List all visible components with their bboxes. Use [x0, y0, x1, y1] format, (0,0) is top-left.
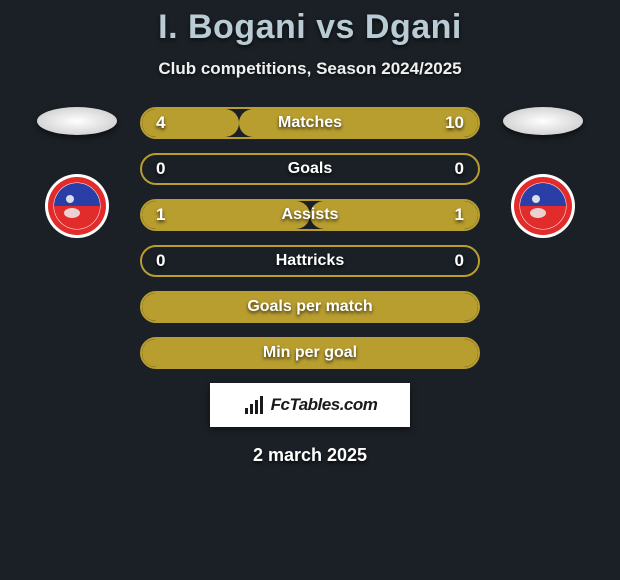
brand-label: FcTables.com: [271, 395, 378, 415]
main-row: 4Matches100Goals01Assists10Hattricks0Goa…: [0, 107, 620, 369]
stats-column: 4Matches100Goals01Assists10Hattricks0Goa…: [140, 107, 480, 369]
stat-value-right: 0: [440, 159, 464, 179]
stat-bar: 1Assists1: [140, 199, 480, 231]
team-badge-left: [44, 173, 110, 244]
stat-value-right: 0: [440, 251, 464, 271]
stat-label: Matches: [142, 114, 478, 132]
stat-value-right: 1: [440, 205, 464, 225]
team-badge-right: [510, 173, 576, 244]
stat-label: Hattricks: [142, 252, 478, 270]
card-title: I. Bogani vs Dgani: [158, 8, 462, 47]
player-photo-placeholder-right: [503, 107, 583, 135]
stat-bar: 0Goals0: [140, 153, 480, 185]
player-photo-placeholder-left: [37, 107, 117, 135]
card-date: 2 march 2025: [253, 445, 367, 466]
club-badge-icon: [44, 173, 110, 239]
right-player-col: [498, 107, 588, 244]
stat-label: Assists: [142, 206, 478, 224]
stat-bar: 4Matches10: [140, 107, 480, 139]
stat-label: Goals per match: [142, 298, 478, 316]
brand-box[interactable]: FcTables.com: [210, 383, 410, 427]
stat-bar: Goals per match: [140, 291, 480, 323]
stat-value-right: 10: [440, 113, 464, 133]
left-player-col: [32, 107, 122, 244]
card-subtitle: Club competitions, Season 2024/2025: [158, 59, 461, 79]
stat-bar: Min per goal: [140, 337, 480, 369]
stat-label: Goals: [142, 160, 478, 178]
club-badge-icon: [510, 173, 576, 239]
brand-chart-icon: [243, 394, 265, 416]
stat-label: Min per goal: [142, 344, 478, 362]
comparison-card: I. Bogani vs Dgani Club competitions, Se…: [0, 0, 620, 580]
stat-bar: 0Hattricks0: [140, 245, 480, 277]
